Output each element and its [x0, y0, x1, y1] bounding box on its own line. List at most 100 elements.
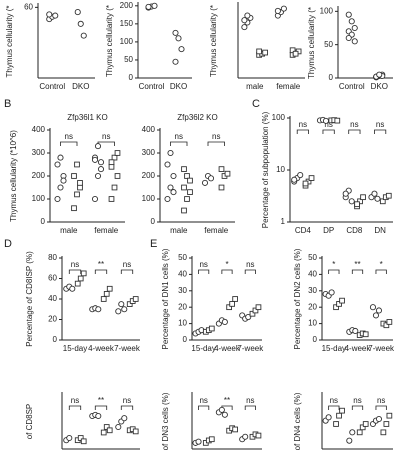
- significance-label: ns: [102, 132, 110, 141]
- data-point: [74, 9, 81, 16]
- y-tick-label: 10: [308, 319, 317, 328]
- data-point: [349, 429, 356, 436]
- y-tick-label: 100: [120, 37, 134, 46]
- data-point: [229, 301, 235, 307]
- panel-label: C: [252, 98, 260, 110]
- data-point: [376, 71, 383, 78]
- significance-label: ns: [330, 396, 338, 405]
- y-axis-label: of CD8SP: [25, 404, 34, 440]
- data-point: [375, 307, 383, 314]
- x-tick-label: 4-week: [345, 344, 372, 353]
- y-axis-label: of DN3 cells (%): [161, 392, 170, 450]
- data-point: [103, 424, 110, 430]
- significance-label: ns: [376, 120, 384, 129]
- data-point: [375, 415, 383, 423]
- x-tick-label: 15-day: [63, 344, 87, 353]
- data-point: [351, 38, 358, 45]
- significance-label: ns: [123, 260, 131, 269]
- significance-label: ns: [65, 132, 73, 141]
- data-point: [360, 194, 366, 201]
- y-tick-label: 20: [178, 302, 187, 311]
- x-tick-label: female: [204, 226, 229, 235]
- data-point: [302, 180, 309, 187]
- y-axis-label: Percentage of DN2 cells (%): [293, 248, 302, 349]
- y-tick-label: 0: [183, 335, 188, 344]
- data-point: [336, 412, 342, 419]
- significance-bracket: [375, 405, 387, 410]
- data-point: [74, 280, 81, 287]
- data-point: [383, 322, 390, 329]
- y-tick-label: 400: [142, 125, 156, 134]
- data-point: [97, 166, 105, 173]
- data-point: [80, 32, 87, 39]
- x-tick-label: Control: [139, 82, 165, 91]
- data-point: [362, 421, 369, 427]
- y-tick-label: 300: [32, 148, 46, 157]
- y-tick-label: 100: [32, 194, 46, 203]
- significance-label: ns: [199, 396, 207, 405]
- data-point: [218, 406, 225, 413]
- data-point: [226, 304, 232, 311]
- x-tick-label: male: [170, 226, 188, 235]
- data-point: [218, 184, 225, 191]
- data-point: [100, 429, 107, 436]
- significance-label: ns: [246, 260, 254, 269]
- significance-label: ns: [71, 260, 79, 269]
- x-tick-label: 4-week: [88, 344, 115, 353]
- significance-bracket: [68, 405, 82, 410]
- significance-label: ns: [350, 120, 358, 129]
- data-point: [351, 24, 358, 32]
- x-tick-label: 7-week: [114, 344, 141, 353]
- x-tick-label: 15-day: [191, 344, 215, 353]
- significance-bracket: [328, 269, 340, 274]
- y-tick-label: 200: [142, 171, 156, 180]
- y-tick-label: 0: [129, 73, 134, 82]
- data-point: [232, 296, 238, 302]
- significance-bracket: [68, 269, 82, 274]
- significance-bracket: [348, 129, 361, 134]
- x-tick-label: male: [246, 82, 264, 91]
- data-point: [374, 195, 381, 202]
- significance-bracket: [351, 269, 364, 274]
- data-point: [291, 176, 298, 183]
- panel-label: D: [4, 238, 12, 250]
- x-tick-label: Control: [39, 82, 65, 91]
- x-tick-label: 7-week: [237, 344, 264, 353]
- data-point: [94, 143, 102, 150]
- data-point: [221, 318, 228, 326]
- data-point: [94, 172, 102, 180]
- significance-bracket: [170, 141, 188, 146]
- y-tick-label: 20: [48, 315, 57, 324]
- data-point: [333, 421, 339, 427]
- data-point: [221, 411, 228, 418]
- data-point: [249, 310, 256, 317]
- data-point: [108, 163, 115, 170]
- y-tick-label: 50: [308, 253, 317, 262]
- x-tick-label: DKO: [170, 82, 187, 91]
- data-point: [342, 190, 349, 197]
- y-tick-label: 50: [324, 40, 333, 49]
- data-point: [164, 195, 171, 203]
- data-point: [208, 325, 215, 332]
- data-point: [274, 7, 281, 14]
- data-point: [126, 301, 133, 307]
- significance-label: *: [332, 260, 335, 269]
- y-axis-label: Thymus cellularity (*: [105, 5, 114, 77]
- data-point: [97, 159, 105, 166]
- data-point: [380, 429, 387, 436]
- data-point: [181, 166, 187, 172]
- data-point: [345, 11, 352, 18]
- y-tick-label: 10: [276, 165, 285, 174]
- data-point: [224, 170, 231, 177]
- data-point: [54, 195, 61, 203]
- significance-label: ns: [353, 396, 361, 405]
- data-point: [172, 29, 179, 36]
- x-tick-label: male: [60, 226, 78, 235]
- significance-label: **: [354, 260, 360, 269]
- y-tick-label: 0: [53, 335, 58, 344]
- x-tick-label: Control: [339, 82, 365, 91]
- significance-label: **: [224, 396, 230, 405]
- y-axis-label: of DN4 cells (%): [293, 392, 302, 450]
- y-axis-label: Thymus cellularity (*: [209, 5, 218, 77]
